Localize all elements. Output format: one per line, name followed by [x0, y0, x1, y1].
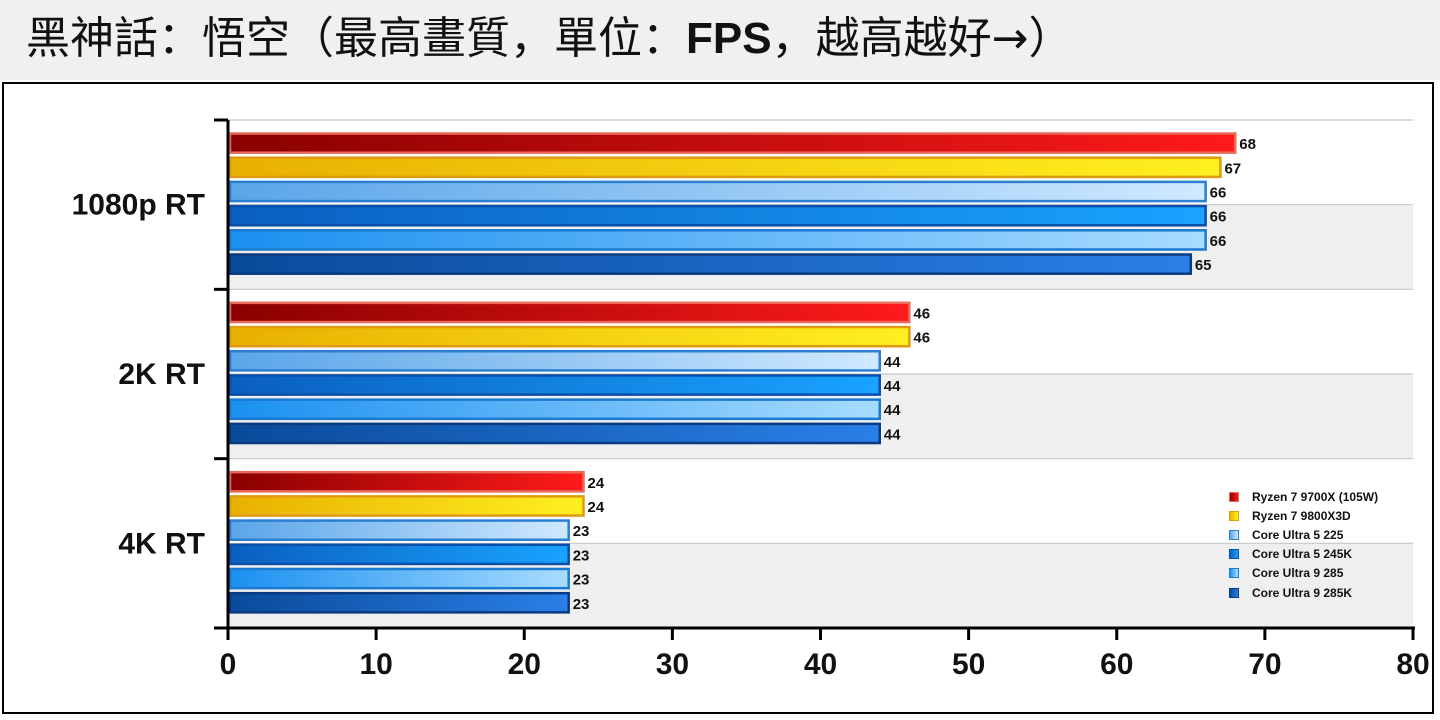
title-part-unit: FPS: [686, 14, 772, 63]
value-label: 66: [1210, 233, 1227, 250]
bar: [228, 422, 881, 445]
x-tick-label: 50: [952, 648, 985, 681]
x-tick-label: 30: [656, 648, 689, 681]
bar: [228, 519, 570, 542]
legend-swatch: [1229, 510, 1239, 521]
chart-title: 黑神話：悟空（最高畫質，單位：FPS，越高越好→）: [26, 9, 1072, 69]
bar: [228, 301, 911, 324]
legend-label: Core Ultra 9 285K: [1252, 585, 1353, 600]
value-label: 44: [884, 354, 901, 371]
x-tick-label: 60: [1100, 648, 1133, 681]
legend-item: Core Ultra 9 285K: [1229, 583, 1378, 602]
bar: [228, 132, 1237, 154]
bar: [228, 591, 570, 614]
legend-swatch: [1229, 491, 1239, 502]
value-label: 44: [884, 402, 901, 419]
value-label: 65: [1195, 257, 1212, 274]
x-tick-label: 10: [359, 648, 392, 681]
value-label: 24: [588, 499, 605, 516]
bar: [228, 229, 1207, 251]
legend-item: Ryzen 7 9700X (105W): [1229, 487, 1378, 506]
category-label: 2K RT: [118, 358, 205, 391]
bar: [228, 398, 881, 421]
legend-label: Core Ultra 5 225: [1252, 527, 1344, 542]
value-label: 67: [1224, 160, 1241, 177]
title-part-1: 黑神話：悟空（最高畫質，單位：: [26, 13, 686, 64]
value-label: 44: [884, 426, 901, 443]
legend-item: Core Ultra 5 245K: [1229, 545, 1378, 564]
value-label: 23: [573, 596, 590, 613]
value-label: 23: [573, 547, 590, 564]
value-label: 44: [884, 378, 901, 395]
legend-swatch: [1229, 587, 1239, 598]
bar: [228, 374, 881, 396]
value-label: 66: [1210, 209, 1227, 226]
bar: [228, 253, 1193, 275]
bar: [228, 349, 881, 372]
legend-swatch: [1229, 549, 1239, 560]
value-labels: 68 67 66 66 66 65 46 46 44 44 44 44 24 24 23 23 23 23: [573, 136, 1256, 613]
legend-item: Core Ultra 9 285: [1229, 564, 1378, 583]
value-label: 66: [1210, 185, 1227, 202]
value-label: 23: [573, 572, 590, 589]
legend-label: Core Ultra 5 245K: [1252, 547, 1353, 562]
category-label: 1080p RT: [72, 189, 205, 222]
title-bar: [0, 0, 1440, 80]
bar: [228, 204, 1207, 227]
bar: [228, 156, 1222, 179]
bar: [228, 495, 585, 517]
category-label: 4K RT: [118, 527, 205, 560]
x-tick-label: 0: [220, 648, 237, 681]
x-tick-label: 20: [508, 648, 541, 681]
legend: Ryzen 7 9700X (105W) Ryzen 7 9800X3D Core …: [1229, 487, 1378, 602]
gridlines: [228, 119, 1413, 544]
x-tick-label: 40: [804, 648, 837, 681]
legend-item: Core Ultra 5 225: [1229, 525, 1378, 544]
title-part-3: ，越高越好→）: [771, 13, 1073, 64]
bar: [228, 543, 570, 566]
bar: [228, 470, 585, 493]
legend-label: Core Ultra 9 285: [1252, 566, 1344, 581]
bar: [228, 180, 1207, 203]
bar: [228, 567, 570, 590]
value-label: 68: [1239, 136, 1256, 153]
axes: 1080p RT 2K RT 4K RT 0 10 20 30 40 50 60 70 80: [72, 118, 1430, 681]
value-label: 23: [573, 523, 590, 540]
x-tick-label: 70: [1248, 648, 1281, 681]
legend-label: Ryzen 7 9800X3D: [1252, 508, 1351, 523]
bar: [228, 325, 911, 348]
value-label: 46: [913, 305, 930, 322]
legend-item: Ryzen 7 9800X3D: [1229, 506, 1378, 525]
legend-label: Ryzen 7 9700X (105W): [1252, 489, 1379, 504]
x-tick-label: 80: [1396, 648, 1429, 681]
legend-swatch: [1229, 529, 1239, 540]
legend-swatch: [1229, 568, 1239, 579]
bars: [228, 132, 1237, 614]
value-label: 46: [913, 330, 930, 347]
value-label: 24: [588, 475, 605, 492]
